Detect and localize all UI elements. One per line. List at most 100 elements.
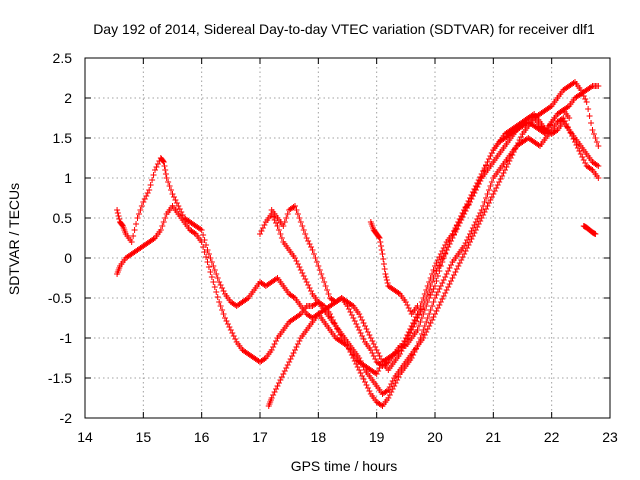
data-point [459,210,466,216]
data-point [458,213,465,219]
data-point [348,302,355,308]
data-point [305,282,312,288]
data-point [271,341,278,347]
data-point [325,291,332,297]
data-point [585,106,592,112]
data-point [210,279,217,285]
data-point [367,347,374,353]
data-point [456,260,463,266]
data-point [408,323,415,329]
data-point [477,218,484,224]
data-point [480,212,487,218]
data-point [592,135,599,141]
data-point [518,134,525,140]
data-point [445,268,452,274]
y-tick-label: -1 [60,330,73,346]
data-point [385,395,392,401]
x-tick-label: 19 [369,429,385,445]
data-point [535,142,542,148]
data-point [500,170,507,176]
data-point [402,335,409,341]
data-point [407,308,414,314]
data-point [293,258,300,264]
data-point [229,330,236,336]
x-tick-label: 23 [602,429,618,445]
data-point [373,347,380,353]
y-tick-label: -0.5 [48,290,72,306]
data-point [469,189,476,195]
data-point [294,341,301,347]
data-point [452,225,459,231]
data-point [523,116,530,122]
data-point [292,255,298,261]
data-point [351,318,358,324]
data-point [432,295,438,301]
data-point [442,290,449,296]
data-point [590,131,597,137]
data-point [580,93,587,99]
data-point [275,380,282,386]
data-point [480,168,487,174]
data-point [280,223,287,229]
data-point [445,284,452,290]
data-point [154,161,161,167]
data-point [243,296,250,302]
data-point [277,377,284,383]
data-point [592,231,599,237]
data-point [360,320,367,326]
data-point [144,190,151,196]
data-point [388,381,395,387]
data-point [319,275,326,281]
data-point [258,228,265,234]
data-point [308,288,315,294]
data-point [382,271,389,277]
x-tick-label: 16 [194,429,210,445]
data-point [208,274,215,280]
data-point [227,327,234,333]
data-point [429,271,436,277]
data-point [455,263,462,269]
data-point [474,180,481,186]
data-point [376,353,383,359]
data-point [191,230,198,236]
data-point [420,295,427,301]
data-point [286,359,293,365]
data-point [484,203,491,209]
data-point [223,318,230,324]
data-point [268,347,275,353]
data-point [161,163,168,169]
y-tick-label: 2 [64,90,72,106]
data-point [147,182,154,188]
data-point [439,296,446,302]
data-point [296,215,303,221]
data-point [222,315,228,321]
data-point [380,256,387,262]
data-point [369,338,376,344]
data-point [220,311,227,317]
data-point [475,177,482,183]
data-point [443,287,450,293]
data-point [203,254,210,260]
data-point [487,183,494,189]
plot-frame [84,57,611,419]
data-point [348,312,355,318]
data-point [541,126,548,132]
data-point [421,307,428,313]
data-points [114,79,602,409]
data-point [354,364,361,370]
data-point [507,155,514,161]
data-point [509,152,516,158]
data-point [162,171,169,177]
data-point [423,287,430,293]
data-point [467,239,473,245]
data-point [471,230,478,236]
data-point [433,278,440,284]
data-point [357,314,364,320]
data-point [294,211,301,217]
y-tick-label: 2.5 [53,50,73,66]
data-point [134,215,141,221]
data-point [350,315,357,321]
data-point [478,215,485,221]
data-point [455,219,462,225]
data-point [468,192,475,198]
